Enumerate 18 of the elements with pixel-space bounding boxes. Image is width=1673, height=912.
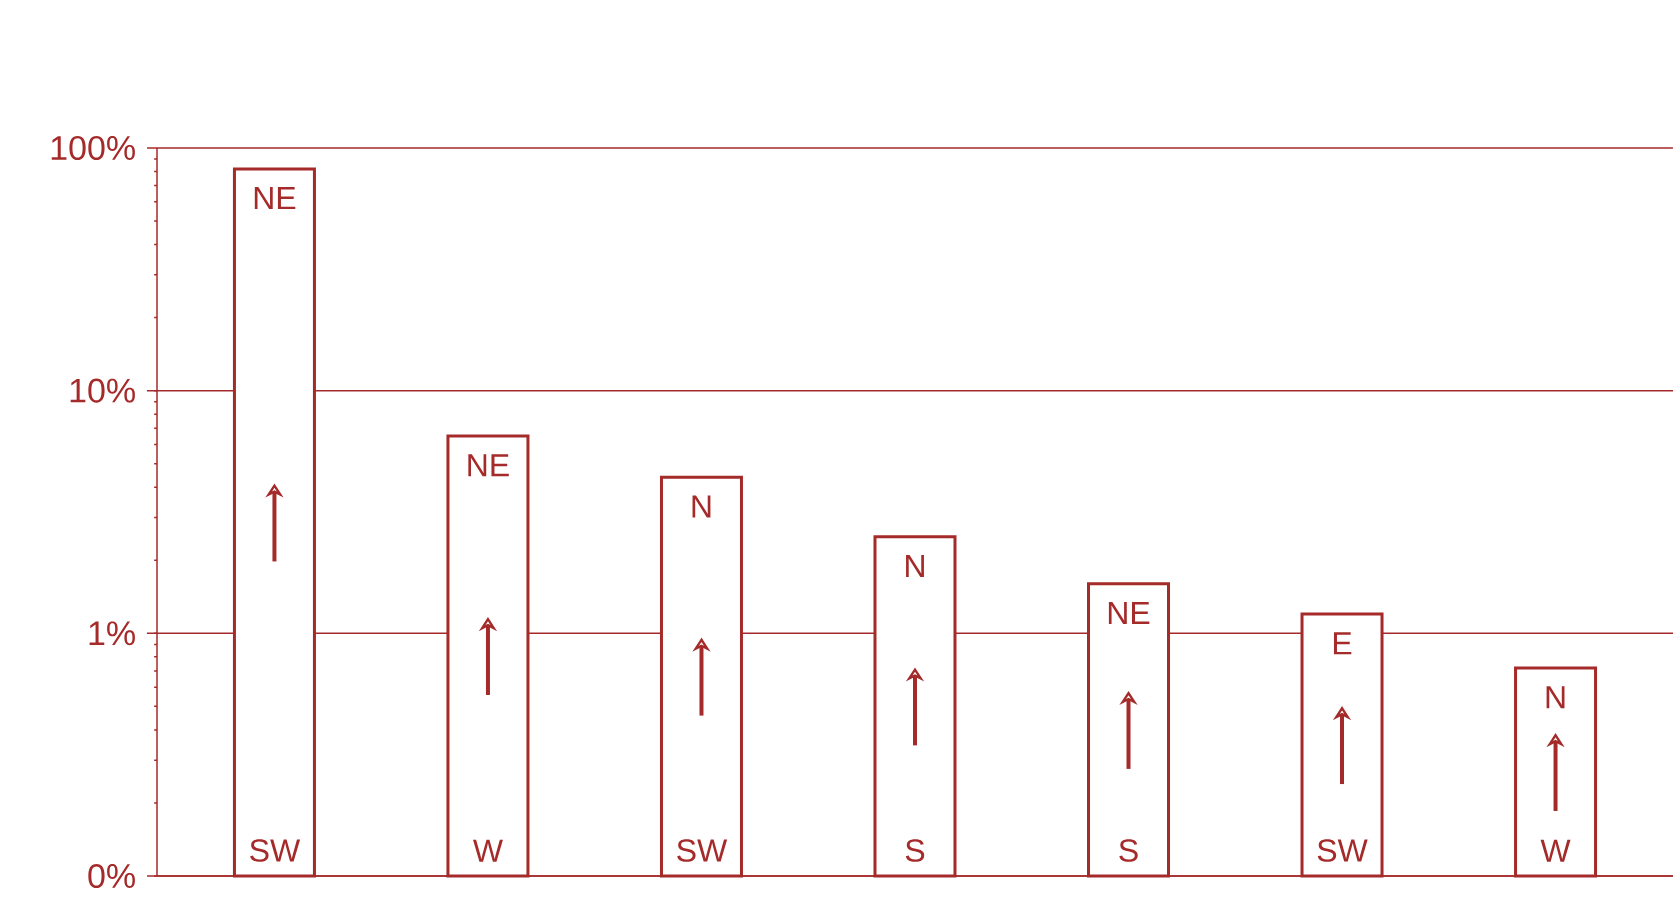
y-tick-label: 0% xyxy=(88,863,135,889)
y-tick-label: 100% xyxy=(51,135,135,161)
annotation: E xyxy=(1333,632,1352,655)
annotation: NE xyxy=(468,454,509,477)
annotation: NE xyxy=(1108,602,1150,625)
annotation: N xyxy=(692,495,711,518)
x-tick-label: W xyxy=(473,839,503,862)
x-tick-label: SW xyxy=(677,839,728,862)
annotation: NE xyxy=(254,187,296,210)
x-tick-label: W xyxy=(1540,839,1571,862)
annotation: N xyxy=(906,554,924,577)
x-tick-label: S xyxy=(905,839,925,862)
x-tick-label: SW xyxy=(1317,839,1368,862)
x-tick-label: SW xyxy=(250,839,301,862)
x-tick-label: S xyxy=(1119,839,1138,862)
y-tick-label: 10% xyxy=(70,378,135,403)
annotation: N xyxy=(1546,686,1565,709)
y-tick-label: 1% xyxy=(89,621,135,646)
